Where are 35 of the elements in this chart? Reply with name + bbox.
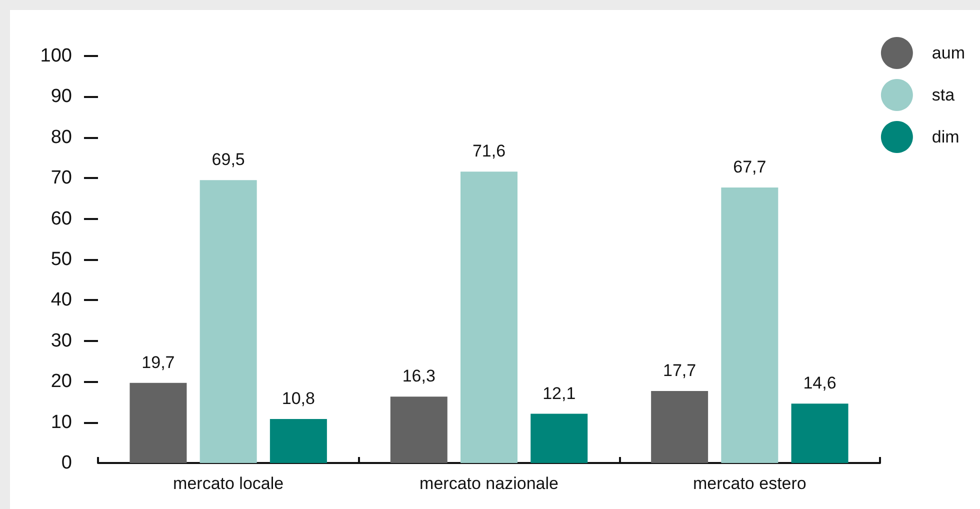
data-label: 16,3 xyxy=(402,366,436,386)
bar xyxy=(130,382,187,463)
y-tick-label: 20 xyxy=(50,371,72,392)
data-label: 69,5 xyxy=(212,150,245,170)
y-tick-label: 0 xyxy=(61,452,72,474)
bar xyxy=(791,404,848,463)
bar xyxy=(530,414,588,463)
bar xyxy=(200,180,257,463)
y-tick-label: 30 xyxy=(50,330,72,352)
data-label: 10,8 xyxy=(282,389,315,408)
data-label: 17,7 xyxy=(663,360,696,380)
data-label: 14,6 xyxy=(803,374,836,393)
data-label: 71,6 xyxy=(472,142,506,161)
y-tick-label: 60 xyxy=(50,208,72,230)
y-tick-label: 40 xyxy=(50,290,72,311)
legend-label: dim xyxy=(932,128,960,146)
y-tick-label: 80 xyxy=(50,126,72,148)
y-tick-label: 70 xyxy=(50,168,72,189)
y-tick-label: 50 xyxy=(50,249,72,270)
x-tick-label: mercato locale xyxy=(173,474,284,493)
bar xyxy=(390,396,448,463)
bar xyxy=(270,419,327,463)
y-tick-label: 100 xyxy=(40,46,72,66)
legend-label: aum xyxy=(932,44,966,62)
x-tick-label: mercato estero xyxy=(692,474,806,493)
data-label: 67,7 xyxy=(733,157,766,176)
bar xyxy=(460,172,518,463)
bar xyxy=(651,390,708,463)
y-tick-label: 90 xyxy=(50,86,72,108)
y-tick-label: 10 xyxy=(50,412,72,433)
legend-label: sta xyxy=(932,86,956,104)
data-label: 19,7 xyxy=(142,352,175,372)
x-tick-label: mercato nazionale xyxy=(420,474,558,493)
bar xyxy=(721,187,778,463)
data-label: 12,1 xyxy=(542,384,576,403)
